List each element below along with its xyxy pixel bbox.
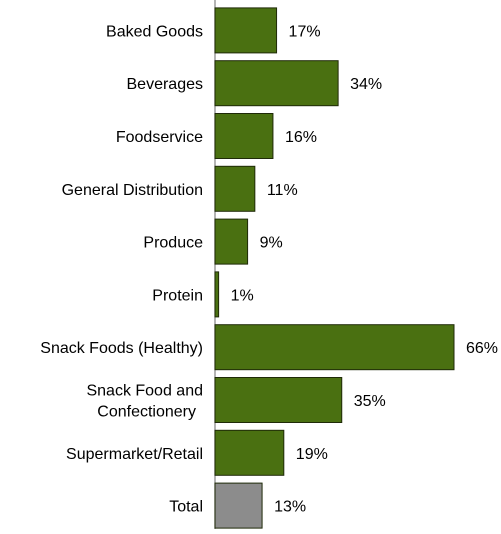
value-label-2: 16% bbox=[285, 129, 317, 146]
value-label-7: 35% bbox=[354, 393, 386, 410]
value-label-3: 11% bbox=[267, 182, 298, 199]
category-label-line: Snack Foods (Healthy) bbox=[40, 340, 203, 357]
bar-6 bbox=[214, 324, 455, 371]
value-label-8: 19% bbox=[296, 446, 328, 463]
category-label-line: Produce bbox=[143, 235, 203, 252]
category-label-line: Foodservice bbox=[116, 129, 203, 146]
category-label-line: Total bbox=[169, 499, 203, 516]
category-label-line: Snack Food and bbox=[86, 383, 203, 400]
category-label-line: Beverages bbox=[127, 76, 204, 93]
bar-4 bbox=[214, 218, 249, 265]
category-label-line: Supermarket/Retail bbox=[66, 446, 203, 463]
bars-group bbox=[214, 7, 455, 529]
category-label-4: Produce bbox=[143, 235, 203, 252]
bar-9 bbox=[214, 482, 263, 529]
category-label-0: Baked Goods bbox=[106, 23, 203, 40]
bar-0 bbox=[214, 7, 278, 54]
bar-2 bbox=[214, 113, 274, 159]
value-label-6: 66% bbox=[466, 340, 498, 357]
category-label-3: General Distribution bbox=[62, 182, 203, 199]
value-labels-group: 17% 34% 16% 11% 9% 1% 66% 35% 19% 13% bbox=[231, 23, 498, 515]
value-label-4: 9% bbox=[260, 235, 283, 252]
category-label-line: Protein bbox=[152, 287, 203, 304]
bar-1 bbox=[214, 60, 339, 107]
category-label-9: Total bbox=[169, 499, 203, 516]
category-labels-group: Baked Goods Beverages Foodservice General D… bbox=[40, 23, 203, 515]
category-label-1: Beverages bbox=[127, 76, 204, 93]
value-label-0: 17% bbox=[289, 23, 321, 40]
bar-7 bbox=[214, 377, 343, 423]
bar-5 bbox=[214, 271, 220, 318]
value-label-9: 13% bbox=[274, 499, 306, 516]
value-label-5: 1% bbox=[231, 287, 254, 304]
category-label-line: Baked Goods bbox=[106, 23, 203, 40]
category-label-8: Supermarket/Retail bbox=[66, 446, 203, 463]
bar-3 bbox=[214, 165, 256, 212]
category-label-5: Protein bbox=[152, 287, 203, 304]
category-label-6: Snack Foods (Healthy) bbox=[40, 340, 203, 357]
value-label-1: 34% bbox=[350, 76, 382, 93]
category-label-line: Confectionery bbox=[97, 404, 196, 421]
category-label-line: General Distribution bbox=[62, 182, 203, 199]
bar-8 bbox=[214, 429, 285, 476]
category-label-2: Foodservice bbox=[116, 129, 203, 146]
category-label-7: Snack Food and Confectionery bbox=[86, 383, 203, 421]
